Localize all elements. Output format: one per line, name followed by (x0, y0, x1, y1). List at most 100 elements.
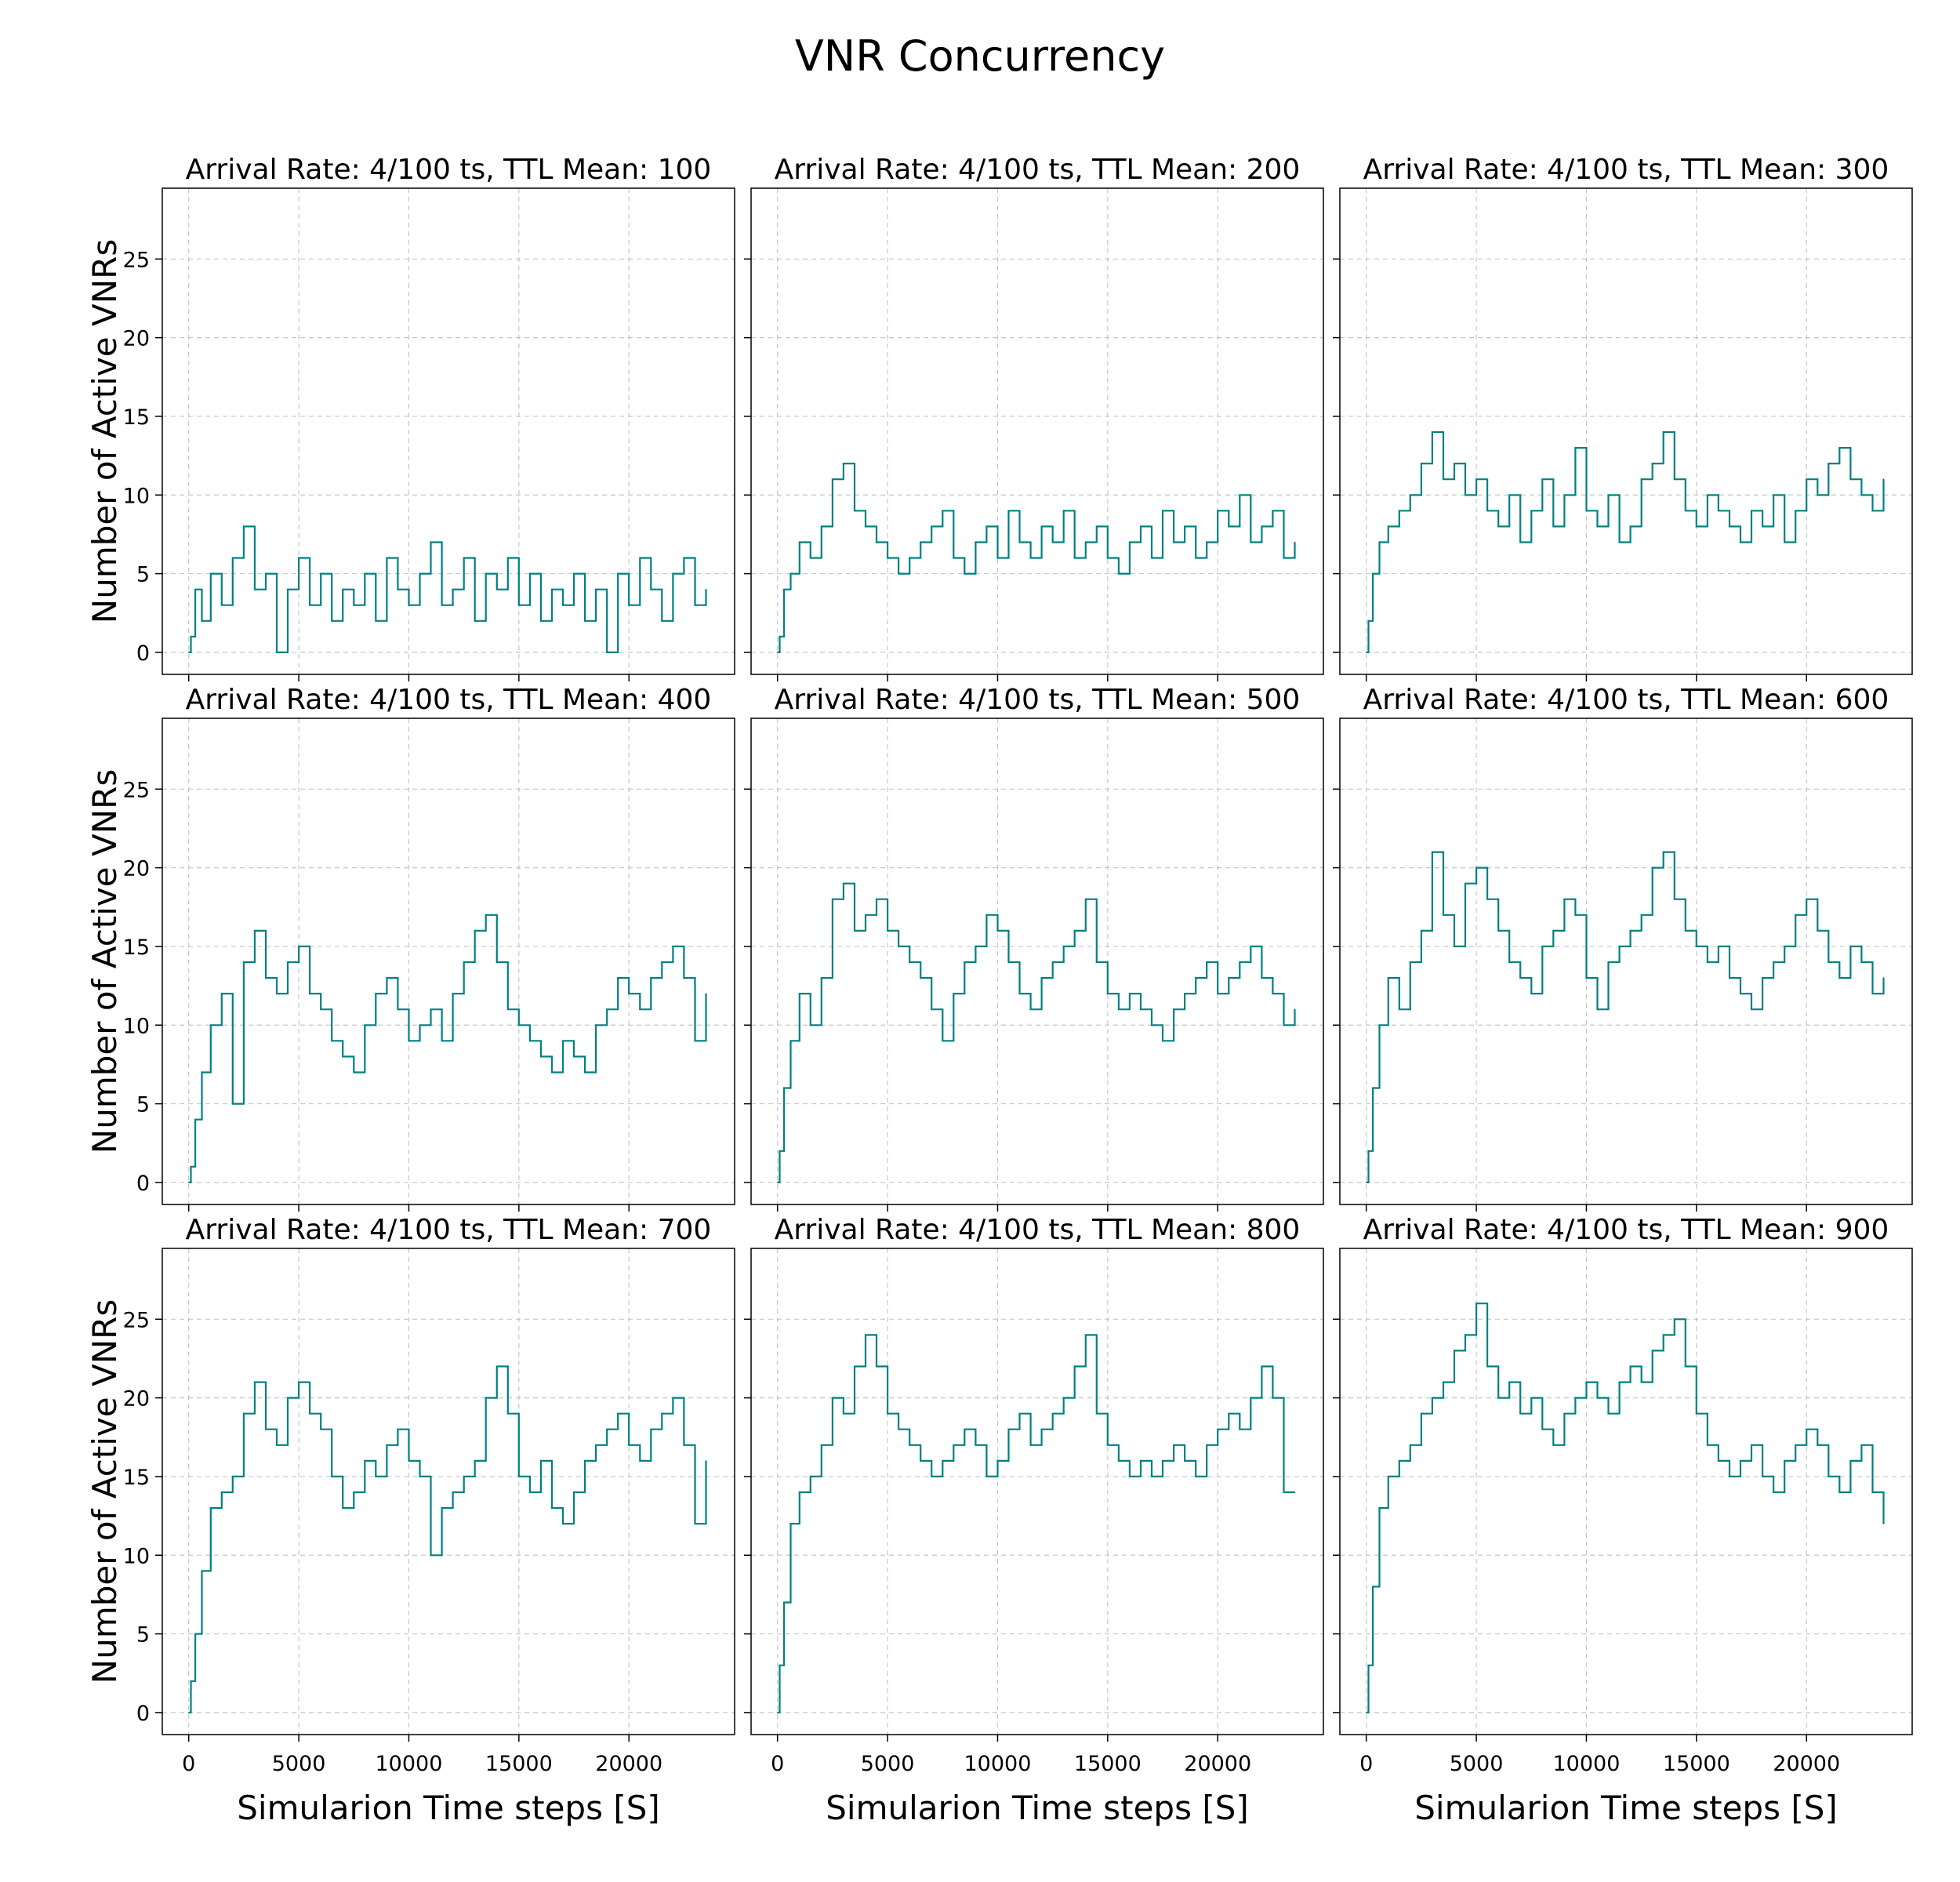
data-point (694, 1523, 696, 1524)
data-point (1685, 930, 1686, 932)
data-point (320, 572, 322, 575)
data-point (441, 604, 443, 606)
data-point (298, 1381, 299, 1383)
data-point (1882, 977, 1885, 979)
data-point (1432, 431, 1433, 433)
series-line (1366, 1303, 1885, 1713)
subplot-title: Arrival Rate: 4/100 ts, TTL Mean: 700 (186, 1214, 712, 1246)
data-point (1574, 447, 1577, 449)
data-point (1184, 993, 1185, 994)
data-point (353, 604, 355, 606)
data-point (430, 1554, 432, 1557)
data-point (1399, 1460, 1400, 1462)
data-point (821, 1444, 822, 1446)
data-point (1519, 541, 1521, 543)
data-point (799, 1491, 800, 1493)
data-point (898, 572, 899, 575)
data-point (386, 977, 388, 979)
data-point (1718, 946, 1719, 947)
data-point (474, 1460, 476, 1462)
data-point (1519, 977, 1521, 979)
data-point (1096, 961, 1098, 963)
y-tick-label: 0 (136, 641, 150, 666)
data-point (1806, 478, 1807, 480)
data-point (1508, 961, 1510, 963)
data-point (562, 604, 564, 606)
data-point (1762, 525, 1763, 528)
data-point (909, 1444, 910, 1446)
data-point (276, 652, 278, 653)
data-point (1475, 867, 1477, 869)
axes-frame (750, 718, 1324, 1205)
data-point (1718, 510, 1719, 512)
data-point (190, 1166, 192, 1168)
data-point (540, 620, 542, 622)
data-point (364, 572, 366, 575)
data-point (1206, 541, 1207, 543)
data-point (1519, 1412, 1521, 1415)
data-point (1696, 525, 1697, 528)
x-tick-label: 10000 (964, 1752, 1032, 1776)
data-point (832, 898, 833, 900)
data-point (975, 541, 977, 543)
x-tick-label: 5000 (272, 1752, 326, 1776)
data-point (1817, 1444, 1819, 1446)
data-point (1629, 1365, 1632, 1368)
x-tick-label: 0 (182, 1752, 195, 1776)
data-point (1388, 525, 1389, 528)
data-point (1849, 1460, 1852, 1462)
data-point (1085, 541, 1087, 543)
data-point (650, 977, 652, 979)
y-tick-label: 25 (123, 248, 150, 272)
data-point (865, 914, 866, 916)
data-point (606, 652, 608, 653)
data-point (1239, 961, 1241, 963)
data-point (287, 1397, 289, 1399)
data-point (496, 1365, 498, 1368)
data-point (854, 930, 855, 932)
data-point (1162, 1460, 1163, 1462)
data-point (1372, 1087, 1374, 1089)
data-point (1261, 1365, 1263, 1368)
y-tick-label: 20 (123, 327, 150, 351)
data-point (1871, 993, 1874, 994)
axes-frame (162, 1248, 735, 1735)
data-point (843, 463, 844, 464)
data-point (639, 1008, 641, 1010)
data-point (1497, 525, 1499, 528)
series-line (188, 1365, 707, 1713)
y-tick-label: 20 (123, 1387, 150, 1412)
data-point (1784, 541, 1785, 543)
data-point (1272, 993, 1274, 994)
data-point (1432, 1397, 1433, 1399)
data-point (1729, 525, 1730, 528)
data-point (865, 525, 866, 528)
data-point (1432, 851, 1433, 853)
data-point (232, 557, 234, 559)
data-point (1707, 1444, 1708, 1446)
axes-frame (1339, 1248, 1913, 1735)
data-point (887, 1412, 888, 1415)
data-point (201, 620, 203, 622)
data-point (210, 1507, 212, 1509)
data-point (408, 1460, 410, 1462)
data-point (931, 525, 932, 528)
data-point (309, 1412, 310, 1415)
data-point (1486, 510, 1488, 512)
data-point (1195, 557, 1196, 559)
data-point (1618, 946, 1621, 947)
data-point (931, 1008, 932, 1010)
data-point (1465, 494, 1466, 496)
data-point (254, 588, 256, 590)
data-point (789, 1040, 792, 1042)
data-point (1228, 977, 1230, 979)
data-point (518, 1024, 520, 1026)
data-point (1596, 525, 1599, 528)
data-point (1421, 463, 1422, 464)
series-line (188, 914, 707, 1183)
data-point (1410, 1444, 1411, 1446)
data-point (463, 961, 465, 963)
data-point (810, 1476, 811, 1477)
data-point (1607, 961, 1610, 963)
data-point (1696, 946, 1697, 947)
